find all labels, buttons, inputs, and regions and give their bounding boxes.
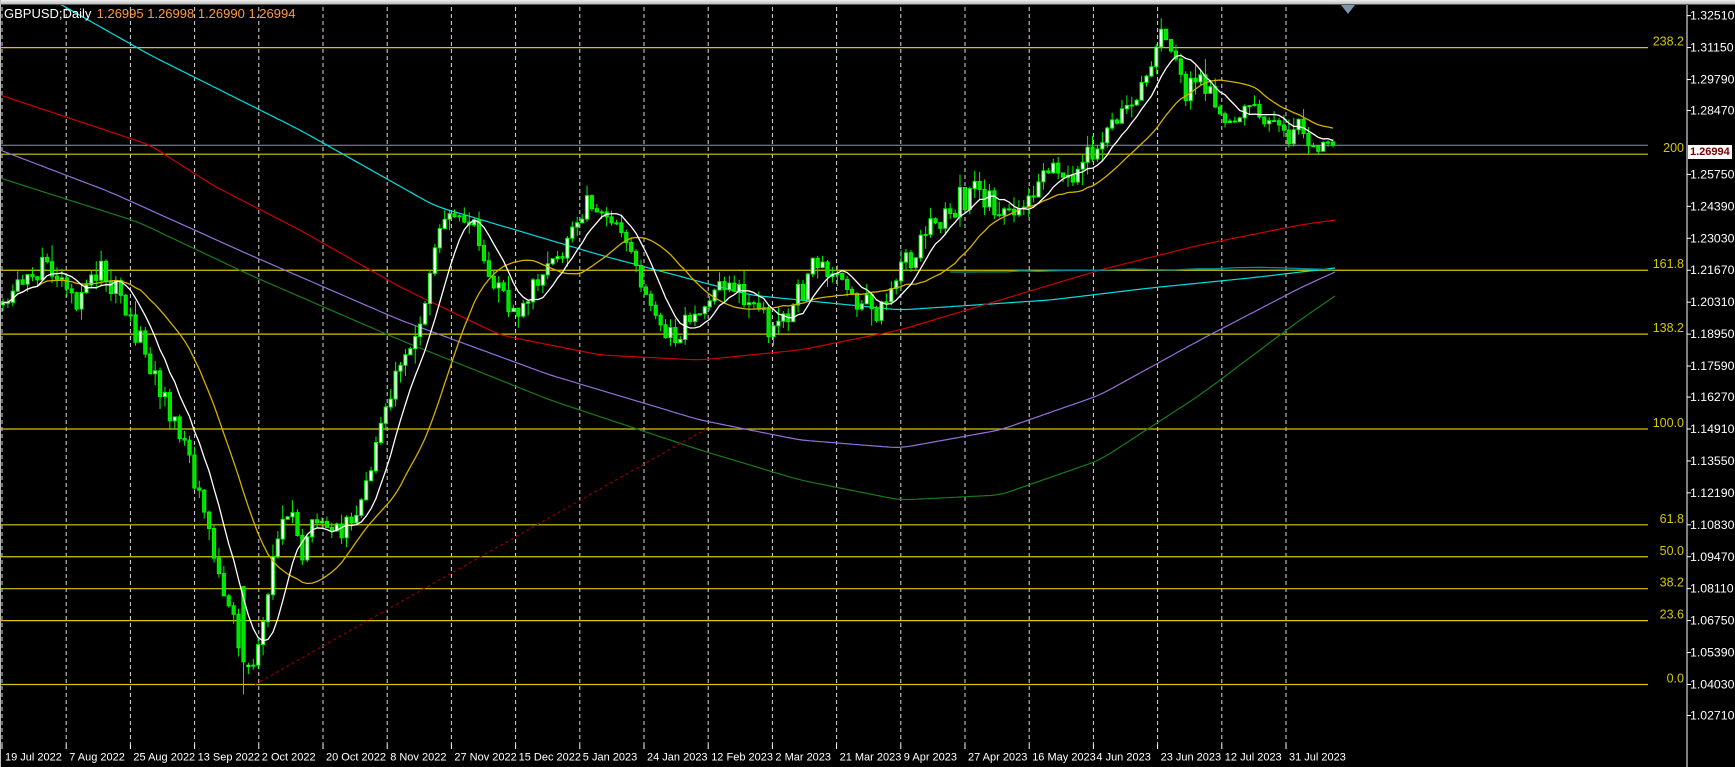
svg-text:27 Apr 2023: 27 Apr 2023 [968, 752, 1027, 764]
svg-text:1.28470: 1.28470 [1690, 104, 1735, 118]
svg-text:1.16270: 1.16270 [1690, 390, 1735, 404]
svg-text:1.20310: 1.20310 [1690, 295, 1735, 309]
svg-text:1.04030: 1.04030 [1690, 678, 1735, 692]
svg-text:31 Jul 2023: 31 Jul 2023 [1289, 752, 1346, 764]
svg-text:27 Nov 2022: 27 Nov 2022 [454, 752, 516, 764]
svg-text:8 Nov 2022: 8 Nov 2022 [390, 752, 446, 764]
svg-text:1.17590: 1.17590 [1690, 359, 1735, 373]
svg-text:1.31150: 1.31150 [1690, 41, 1734, 55]
svg-text:1.23030: 1.23030 [1690, 231, 1735, 245]
svg-text:12 Jul 2023: 12 Jul 2023 [1225, 752, 1282, 764]
svg-text:1.29790: 1.29790 [1690, 73, 1735, 87]
svg-text:12 Feb 2023: 12 Feb 2023 [711, 752, 773, 764]
svg-text:61.8: 61.8 [1660, 512, 1684, 526]
svg-text:1.14910: 1.14910 [1690, 422, 1735, 436]
svg-text:13 Sep 2022: 13 Sep 2022 [198, 752, 260, 764]
svg-text:1.25750: 1.25750 [1690, 167, 1735, 181]
svg-text:1.13550: 1.13550 [1690, 454, 1735, 468]
svg-text:5 Jan 2023: 5 Jan 2023 [583, 752, 637, 764]
svg-text:9 Apr 2023: 9 Apr 2023 [904, 752, 957, 764]
svg-text:7 Aug 2022: 7 Aug 2022 [69, 752, 125, 764]
svg-text:19 Jul 2022: 19 Jul 2022 [5, 752, 62, 764]
svg-text:1.18950: 1.18950 [1690, 327, 1735, 341]
svg-text:21 Mar 2023: 21 Mar 2023 [840, 752, 902, 764]
svg-text:1.24390: 1.24390 [1690, 199, 1735, 213]
svg-text:1.05390: 1.05390 [1690, 646, 1735, 660]
svg-text:1.02710: 1.02710 [1690, 709, 1735, 723]
svg-text:138.2: 138.2 [1653, 321, 1684, 335]
svg-text:2 Mar 2023: 2 Mar 2023 [775, 752, 831, 764]
svg-text:1.08110: 1.08110 [1690, 582, 1734, 596]
svg-text:1.21670: 1.21670 [1690, 263, 1735, 277]
svg-text:1.32510: 1.32510 [1690, 9, 1735, 23]
svg-text:38.2: 38.2 [1660, 576, 1684, 590]
svg-text:4 Jun 2023: 4 Jun 2023 [1096, 752, 1150, 764]
svg-text:25 Aug 2022: 25 Aug 2022 [133, 752, 195, 764]
svg-text:1.12190: 1.12190 [1690, 486, 1735, 500]
svg-text:238.2: 238.2 [1653, 35, 1684, 49]
svg-text:50.0: 50.0 [1660, 544, 1684, 558]
svg-text:161.8: 161.8 [1653, 257, 1684, 271]
svg-text:100.0: 100.0 [1653, 416, 1684, 430]
svg-text:0.0: 0.0 [1667, 672, 1684, 686]
svg-text:200: 200 [1663, 141, 1684, 155]
svg-text:2 Oct 2022: 2 Oct 2022 [262, 752, 316, 764]
svg-text:1.09470: 1.09470 [1690, 550, 1735, 564]
svg-text:24 Jan 2023: 24 Jan 2023 [647, 752, 708, 764]
svg-text:23.6: 23.6 [1660, 608, 1684, 622]
svg-text:15 Dec 2022: 15 Dec 2022 [519, 752, 581, 764]
svg-text:23 Jun 2023: 23 Jun 2023 [1161, 752, 1222, 764]
svg-text:1.06750: 1.06750 [1690, 614, 1735, 628]
svg-text:16 May 2023: 16 May 2023 [1032, 752, 1096, 764]
svg-text:20 Oct 2022: 20 Oct 2022 [326, 752, 386, 764]
svg-text:1.10830: 1.10830 [1690, 518, 1735, 532]
